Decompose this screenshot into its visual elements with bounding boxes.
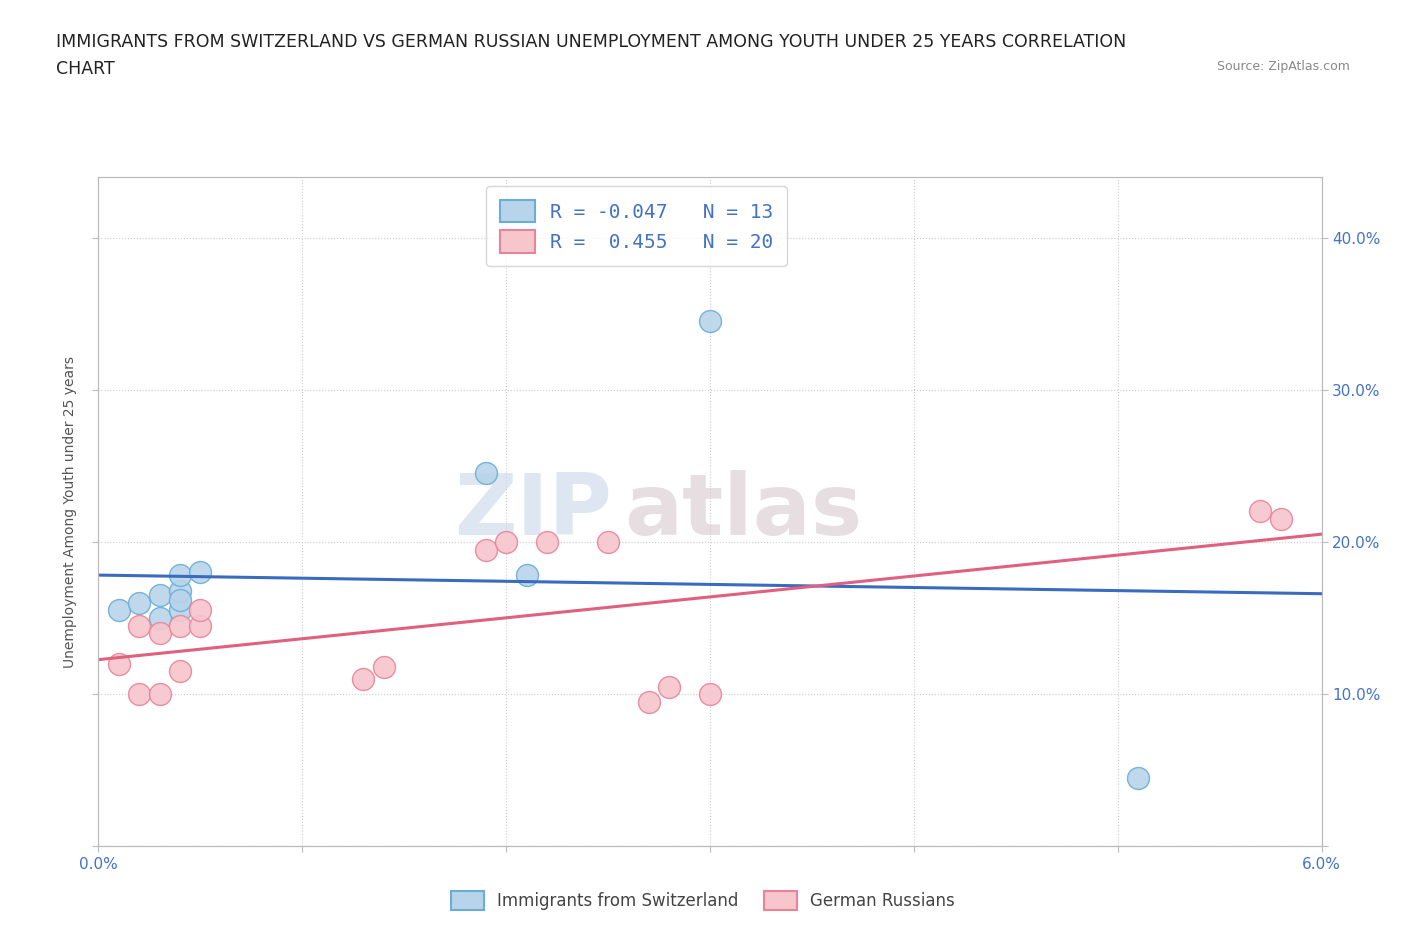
Point [128, 618, 150, 633]
Y-axis label: Unemployment Among Youth under 25 years: Unemployment Among Youth under 25 years [63, 355, 77, 668]
Point [169, 603, 191, 618]
Point [495, 535, 517, 550]
Point [169, 583, 191, 598]
Point [169, 568, 191, 583]
Point [188, 618, 212, 633]
Point [128, 595, 150, 610]
Point [474, 466, 498, 481]
Text: ZIP: ZIP [454, 470, 612, 553]
Point [108, 603, 131, 618]
Point [188, 603, 212, 618]
Point [149, 686, 172, 701]
Point [188, 565, 212, 579]
Point [474, 542, 498, 557]
Point [598, 535, 620, 550]
Text: atlas: atlas [624, 470, 863, 553]
Legend: R = -0.047   N = 13, R =  0.455   N = 20: R = -0.047 N = 13, R = 0.455 N = 20 [486, 186, 787, 266]
Point [1270, 512, 1292, 526]
Point [536, 535, 558, 550]
Point [637, 695, 661, 710]
Point [699, 313, 721, 328]
Text: IMMIGRANTS FROM SWITZERLAND VS GERMAN RUSSIAN UNEMPLOYMENT AMONG YOUTH UNDER 25 : IMMIGRANTS FROM SWITZERLAND VS GERMAN RU… [56, 33, 1126, 50]
Point [352, 671, 374, 686]
Text: CHART: CHART [56, 60, 115, 78]
Point [373, 659, 395, 674]
Point [516, 568, 538, 583]
Point [1249, 504, 1271, 519]
Point [658, 679, 681, 694]
Point [169, 592, 191, 607]
Point [108, 657, 131, 671]
Point [128, 686, 150, 701]
Point [699, 686, 721, 701]
Legend: Immigrants from Switzerland, German Russians: Immigrants from Switzerland, German Russ… [444, 884, 962, 917]
Point [169, 664, 191, 679]
Text: Source: ZipAtlas.com: Source: ZipAtlas.com [1216, 60, 1350, 73]
Point [149, 611, 172, 626]
Point [149, 626, 172, 641]
Point [169, 618, 191, 633]
Point [149, 588, 172, 603]
Point [1128, 770, 1150, 785]
